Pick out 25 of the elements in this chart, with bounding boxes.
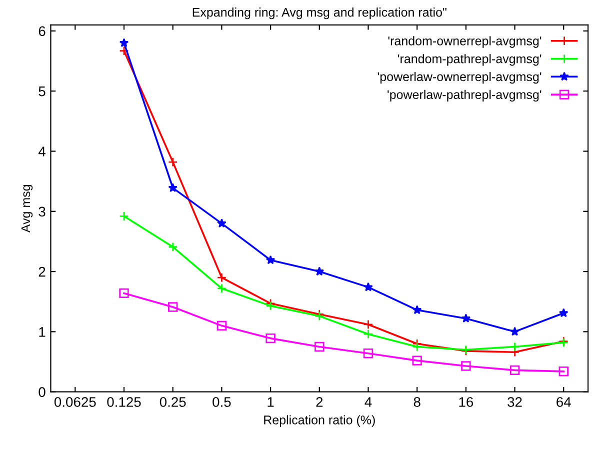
x-tick-label: 4 [364,397,372,407]
legend-label: 'powerlaw-ownerrepl-avgmsg' [378,72,542,84]
x-tick-label: 0.125 [107,397,141,407]
x-tick-label: 64 [556,397,571,407]
x-tick-label: 0.5 [212,397,231,407]
y-tick-label: 4 [38,146,46,156]
chart-title: Expanding ring: Avg msg and replication ratio" [192,8,446,20]
x-axis-title: Replication ratio (%) [264,415,375,427]
legend-label: 'random-ownerrepl-avgmsg' [388,36,542,48]
y-axis-title: Avg msg [21,184,33,233]
legend-label: 'powerlaw-pathrepl-avgmsg' [388,90,542,102]
x-tick-label: 16 [459,397,474,407]
x-tick-label: 1 [268,397,274,407]
x-tick-label: 2 [316,397,323,407]
y-tick-label: 1 [39,327,46,337]
x-tick-label: 0.25 [160,397,186,407]
legend-label: 'random-pathrepl-avgmsg' [398,54,542,66]
y-tick-label: 0 [38,387,46,398]
y-tick-label: 2 [38,266,46,277]
x-tick-label: 0.0625 [54,397,96,407]
y-tick-label: 5 [38,86,46,96]
y-tick-label: 6 [38,26,46,36]
y-tick-label: 3 [38,206,46,217]
x-tick-label: 8 [414,397,420,407]
x-tick-label: 32 [508,397,522,407]
